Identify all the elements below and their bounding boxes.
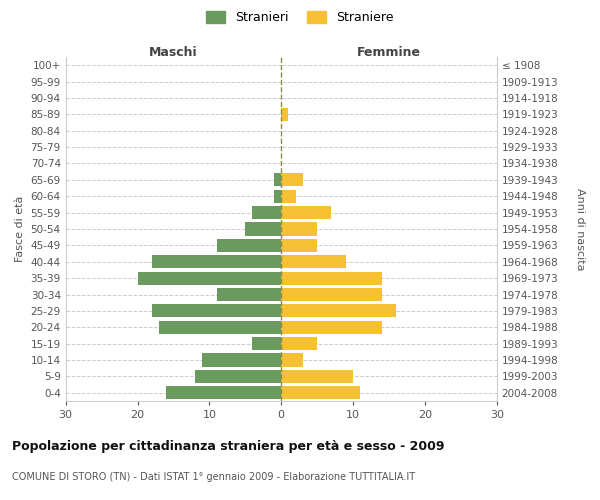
Bar [281, 386, 360, 400]
Bar [152, 304, 281, 318]
Bar [281, 206, 331, 219]
Bar [281, 272, 382, 284]
Bar [274, 190, 281, 203]
Bar [245, 222, 281, 235]
Bar [281, 320, 382, 334]
Bar [281, 255, 346, 268]
Bar [281, 354, 303, 366]
Text: Maschi: Maschi [149, 46, 198, 59]
Bar [281, 190, 296, 203]
Bar [281, 304, 396, 318]
Bar [281, 108, 289, 121]
Bar [217, 239, 281, 252]
Legend: Stranieri, Straniere: Stranieri, Straniere [202, 6, 398, 29]
Bar [202, 354, 281, 366]
Bar [281, 337, 317, 350]
Text: Popolazione per cittadinanza straniera per età e sesso - 2009: Popolazione per cittadinanza straniera p… [12, 440, 445, 453]
Bar [217, 288, 281, 301]
Bar [159, 320, 281, 334]
Bar [253, 206, 281, 219]
Bar [195, 370, 281, 383]
Bar [166, 386, 281, 400]
Bar [274, 174, 281, 186]
Text: Femmine: Femmine [357, 46, 421, 59]
Y-axis label: Anni di nascita: Anni di nascita [575, 188, 585, 270]
Bar [281, 174, 303, 186]
Bar [281, 288, 382, 301]
Text: COMUNE DI STORO (TN) - Dati ISTAT 1° gennaio 2009 - Elaborazione TUTTITALIA.IT: COMUNE DI STORO (TN) - Dati ISTAT 1° gen… [12, 472, 415, 482]
Bar [281, 222, 317, 235]
Y-axis label: Fasce di età: Fasce di età [15, 196, 25, 262]
Bar [137, 272, 281, 284]
Bar [253, 337, 281, 350]
Bar [152, 255, 281, 268]
Bar [281, 370, 353, 383]
Bar [281, 239, 317, 252]
